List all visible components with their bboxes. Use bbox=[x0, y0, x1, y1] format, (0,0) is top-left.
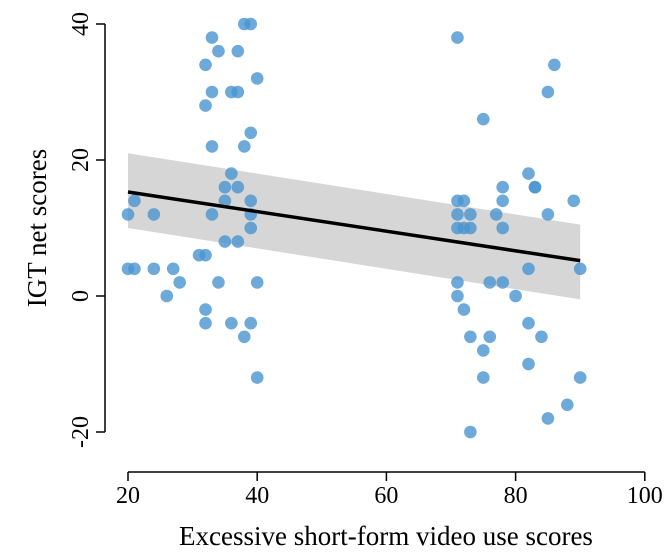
data-point bbox=[496, 221, 509, 235]
data-point bbox=[244, 316, 258, 330]
data-point bbox=[548, 58, 561, 72]
data-point bbox=[121, 208, 135, 221]
data-point bbox=[451, 208, 464, 221]
data-point bbox=[231, 85, 245, 99]
data-point bbox=[237, 140, 251, 153]
x-tick-label: 100 bbox=[627, 483, 663, 509]
y-tick-label: 20 bbox=[68, 148, 94, 172]
data-point bbox=[477, 371, 490, 384]
data-point bbox=[231, 44, 245, 58]
data-point bbox=[173, 276, 186, 289]
data-point bbox=[231, 180, 245, 194]
data-point bbox=[477, 344, 490, 357]
data-point bbox=[199, 316, 212, 330]
data-point bbox=[244, 194, 258, 208]
data-point bbox=[166, 262, 180, 276]
data-point bbox=[541, 412, 555, 425]
data-point bbox=[477, 112, 490, 126]
data-point bbox=[205, 208, 219, 221]
data-point bbox=[199, 58, 212, 72]
data-point bbox=[205, 85, 219, 99]
data-point bbox=[218, 194, 232, 208]
data-point bbox=[560, 398, 574, 412]
data-point bbox=[199, 248, 212, 262]
data-point bbox=[509, 289, 522, 303]
data-point bbox=[250, 276, 264, 289]
data-point bbox=[160, 289, 174, 303]
data-point bbox=[225, 167, 238, 180]
data-point bbox=[212, 276, 225, 289]
data-point bbox=[250, 72, 264, 85]
data-point bbox=[489, 208, 503, 221]
data-point bbox=[205, 31, 219, 44]
data-point bbox=[199, 99, 212, 112]
data-point bbox=[128, 262, 141, 276]
x-axis-label: Excessive short-form video use scores bbox=[179, 521, 593, 551]
data-point bbox=[451, 289, 464, 303]
data-point bbox=[225, 316, 238, 330]
data-point bbox=[573, 371, 587, 384]
data-point bbox=[464, 221, 477, 235]
data-point bbox=[244, 221, 258, 235]
data-point bbox=[522, 357, 535, 371]
data-point bbox=[464, 425, 477, 439]
data-point bbox=[218, 180, 232, 194]
data-point bbox=[541, 85, 555, 99]
data-point bbox=[573, 262, 587, 276]
data-point bbox=[199, 303, 212, 316]
data-point bbox=[522, 316, 535, 330]
data-point bbox=[128, 194, 141, 208]
regression-line bbox=[127, 190, 581, 263]
data-point bbox=[496, 180, 509, 194]
data-point bbox=[250, 371, 264, 384]
x-tick-label: 20 bbox=[116, 483, 140, 509]
data-point bbox=[522, 167, 535, 180]
x-tick-label: 80 bbox=[504, 483, 528, 509]
data-point bbox=[535, 330, 548, 344]
y-tick-label: 40 bbox=[68, 12, 94, 36]
data-point bbox=[496, 194, 509, 208]
x-tick-label: 60 bbox=[374, 483, 398, 509]
data-point bbox=[451, 31, 464, 44]
data-point bbox=[244, 17, 258, 31]
data-point bbox=[218, 235, 232, 248]
x-tick-label: 40 bbox=[245, 483, 269, 509]
data-point bbox=[237, 330, 251, 344]
data-point bbox=[464, 330, 477, 344]
data-point bbox=[244, 126, 258, 140]
data-point bbox=[528, 180, 542, 194]
data-point bbox=[457, 194, 471, 208]
data-point bbox=[464, 208, 477, 221]
data-point bbox=[567, 194, 581, 208]
data-point bbox=[147, 208, 161, 221]
data-point bbox=[483, 276, 497, 289]
data-point bbox=[147, 262, 161, 276]
data-point bbox=[522, 262, 535, 276]
y-tick-label: 0 bbox=[68, 290, 94, 302]
data-point bbox=[457, 303, 471, 316]
y-tick-label: -20 bbox=[68, 416, 94, 448]
data-point bbox=[451, 276, 464, 289]
data-point bbox=[231, 235, 245, 248]
y-axis-label: IGT net scores bbox=[22, 149, 52, 307]
data-point bbox=[496, 276, 509, 289]
data-point bbox=[205, 140, 219, 153]
data-point bbox=[483, 330, 497, 344]
data-point bbox=[212, 44, 225, 58]
data-point bbox=[541, 208, 555, 221]
